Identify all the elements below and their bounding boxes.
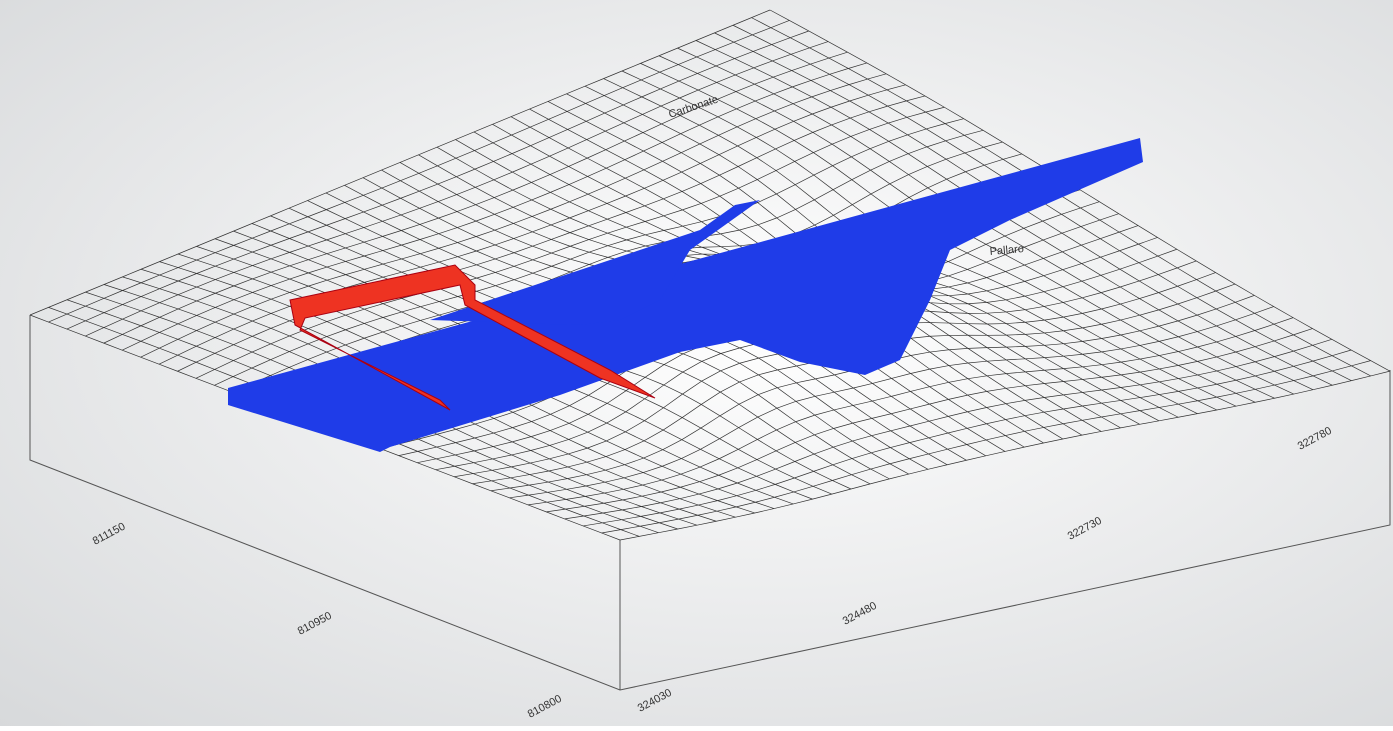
terrain-diagram: Carbonate Pallaro 811150 810950 810800 3… bbox=[0, 0, 1393, 726]
